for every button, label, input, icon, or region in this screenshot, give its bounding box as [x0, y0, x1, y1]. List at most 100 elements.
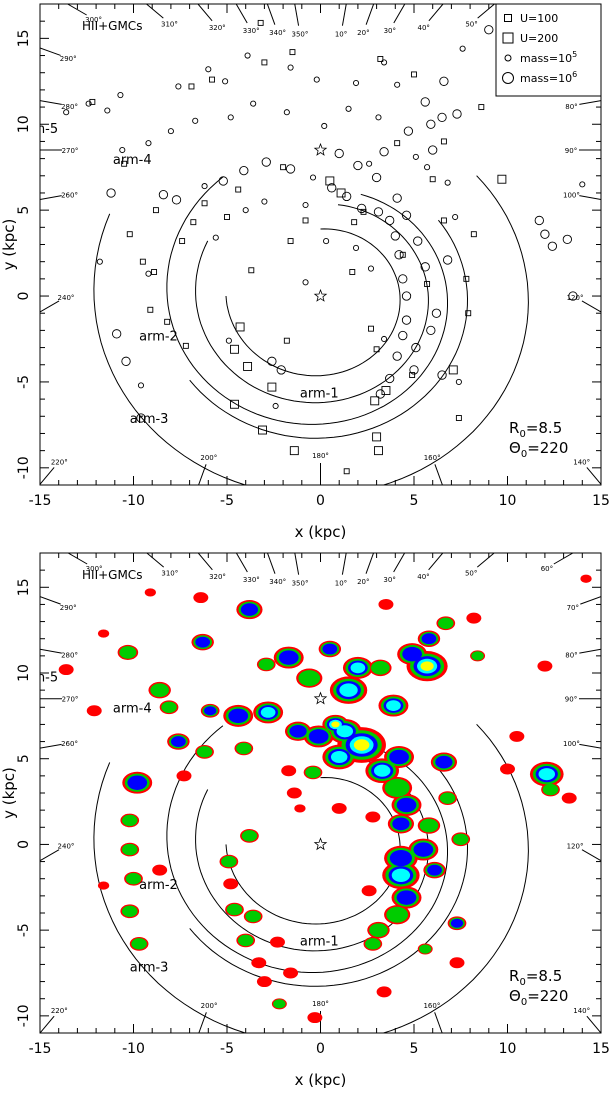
data-point-square: [448, 365, 458, 375]
longitude-ray: [434, 464, 443, 485]
contour-blob: [419, 944, 432, 954]
data-point-circle: [119, 146, 126, 154]
data-point-circle: [401, 315, 412, 325]
data-point-circle: [309, 174, 317, 181]
longitude-label: 40°: [418, 24, 430, 32]
y-axis-label: y (kpc): [0, 767, 18, 819]
contour-blob: [452, 833, 469, 845]
data-point-circle: [562, 234, 572, 244]
longitude-label: 310°: [161, 20, 178, 28]
data-point-circle: [334, 148, 344, 159]
data-point-circle: [398, 274, 408, 284]
contour-blob: [449, 957, 465, 969]
x-tick-label: 10: [499, 1041, 517, 1057]
legend-marker: [504, 54, 512, 62]
data-point-circle: [392, 193, 402, 203]
data-point-circle: [437, 370, 447, 380]
longitude-label: 300°: [86, 565, 103, 573]
data-point-circle: [385, 215, 395, 226]
contour-blob: [258, 658, 275, 671]
data-point-square: [368, 325, 374, 332]
x-tick-label: -15: [29, 493, 52, 509]
data-point-circle: [244, 52, 251, 59]
contour-blob: [466, 612, 482, 624]
longitude-label: 200°: [200, 454, 217, 462]
data-point-square: [394, 140, 401, 147]
data-point-circle: [426, 325, 436, 336]
longitude-ray: [235, 4, 248, 24]
contour-layer: [58, 574, 592, 1024]
data-point-circle: [409, 365, 419, 375]
y-tick-label: 10: [16, 115, 32, 133]
contour-blob: [371, 661, 390, 675]
contour-blob: [331, 802, 347, 814]
y-tick-label: 5: [16, 754, 32, 763]
longitude-ray: [365, 4, 375, 25]
longitude-label: 100°: [563, 191, 580, 199]
contour-blob: [500, 763, 515, 775]
arm-1-curve: [225, 776, 401, 925]
contour-blob: [389, 849, 413, 867]
arm-3-curve: [166, 176, 448, 425]
data-point-square: [370, 396, 380, 406]
data-point-circle: [242, 207, 249, 214]
data-point-circle: [117, 91, 124, 99]
longitude-ray: [341, 4, 347, 26]
longitude-label: 240°: [58, 294, 75, 302]
data-point-square: [360, 208, 367, 215]
longitude-label: 280°: [61, 651, 78, 659]
y-tick-label: 5: [16, 206, 32, 215]
data-point-square: [188, 83, 195, 90]
data-point-circle: [145, 270, 152, 277]
data-point-circle: [443, 255, 453, 265]
data-point-circle: [63, 109, 70, 116]
data-point-circle: [171, 195, 182, 205]
data-point-circle: [371, 172, 382, 183]
data-point-square: [455, 415, 462, 421]
contour-blob: [298, 670, 321, 687]
data-point-circle: [428, 145, 438, 155]
longitude-label: 270°: [62, 147, 79, 155]
contour-blob: [350, 662, 366, 674]
contour-blob: [281, 765, 297, 777]
data-point-square: [230, 344, 239, 354]
data-point-square: [243, 362, 253, 371]
contour-blob: [322, 643, 338, 655]
data-point-circle: [106, 188, 116, 198]
contour-blob: [256, 976, 272, 988]
legend-label: mass=105: [520, 50, 577, 65]
panel-label: HII+GMCs: [82, 19, 142, 33]
data-point-square: [478, 104, 485, 111]
data-point-circle: [218, 176, 228, 186]
r0-symbol: R: [509, 419, 519, 437]
contour-blob: [203, 706, 217, 716]
contour-blob: [150, 683, 169, 697]
longitude-label: 200°: [201, 1002, 218, 1010]
data-point-circle: [381, 335, 388, 343]
data-point-circle: [250, 100, 257, 107]
contour-blob: [384, 778, 410, 797]
contour-blob: [270, 936, 285, 948]
theta0-value: =220: [527, 987, 568, 1005]
data-point-circle: [112, 329, 122, 339]
legend-label-text: mass=10: [520, 52, 572, 65]
contour-blob: [161, 701, 177, 713]
longitude-label: 320°: [209, 573, 226, 581]
contour-blob: [121, 905, 138, 917]
data-point-square: [139, 258, 146, 265]
longitude-ray: [586, 467, 601, 485]
data-point-circle: [261, 198, 268, 205]
contour-blob: [391, 868, 411, 883]
arm-label: arm-1: [300, 935, 339, 950]
contour-blob: [561, 792, 577, 804]
longitude-label: 60°: [541, 565, 553, 573]
longitude-ray: [434, 1012, 443, 1033]
contour-blob: [450, 918, 464, 928]
data-point-circle: [366, 160, 373, 167]
data-point-circle: [459, 45, 466, 52]
longitude-label: 30°: [384, 27, 396, 35]
data-point-circle: [394, 250, 404, 260]
data-point-circle: [302, 279, 309, 286]
x-tick-label: -15: [29, 1041, 52, 1057]
data-point-circle: [261, 157, 271, 167]
